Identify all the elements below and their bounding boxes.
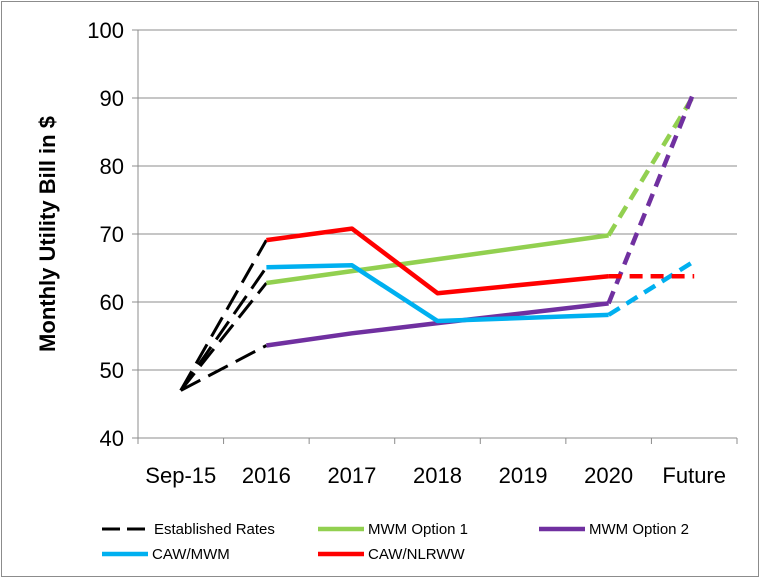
series-mwm-option-1-projection (606, 93, 697, 237)
legend-label-caw-nlrww: CAW/NLRWW (368, 546, 466, 563)
series-caw-nlrww-solid (266, 226, 609, 296)
y-tick-label: 60 (100, 290, 124, 315)
legend-label-established-rates: Established Rates (154, 521, 275, 538)
established-rates-line-4 (180, 344, 268, 392)
legend-label-mwm-option-2: MWM Option 2 (589, 521, 689, 538)
series-caw-mwm-projection (607, 259, 696, 317)
legend-label-caw-mwm: CAW/MWM (152, 546, 230, 563)
series-caw-mwm-solid (266, 263, 609, 324)
x-tick-label: Sep-15 (145, 463, 216, 488)
legend-label-mwm-option-1: MWM Option 1 (368, 521, 468, 538)
series-mwm-option-1-solid (266, 233, 609, 286)
established-rates-line-2 (179, 266, 268, 392)
x-tick-label: 2018 (413, 463, 462, 488)
x-tick-label: 2019 (499, 463, 548, 488)
established-rates-line-1 (179, 239, 268, 392)
y-axis-title: Monthly Utility Bill in $ (35, 116, 60, 352)
x-tick-label: 2020 (584, 463, 633, 488)
x-tick-label: 2017 (327, 463, 376, 488)
y-tick-label: 100 (87, 18, 124, 43)
y-tick-label: 40 (100, 426, 124, 451)
established-rates-line-3 (179, 282, 268, 392)
x-tick-label: Future (662, 463, 726, 488)
y-tick-label: 70 (100, 222, 124, 247)
y-tick-label: 50 (100, 358, 124, 383)
series-mwm-option-2-projection (606, 90, 697, 305)
y-tick-label: 90 (100, 86, 124, 111)
y-tick-label: 80 (100, 154, 124, 179)
series-mwm-option-2-solid (266, 301, 609, 348)
x-tick-label: 2016 (242, 463, 291, 488)
